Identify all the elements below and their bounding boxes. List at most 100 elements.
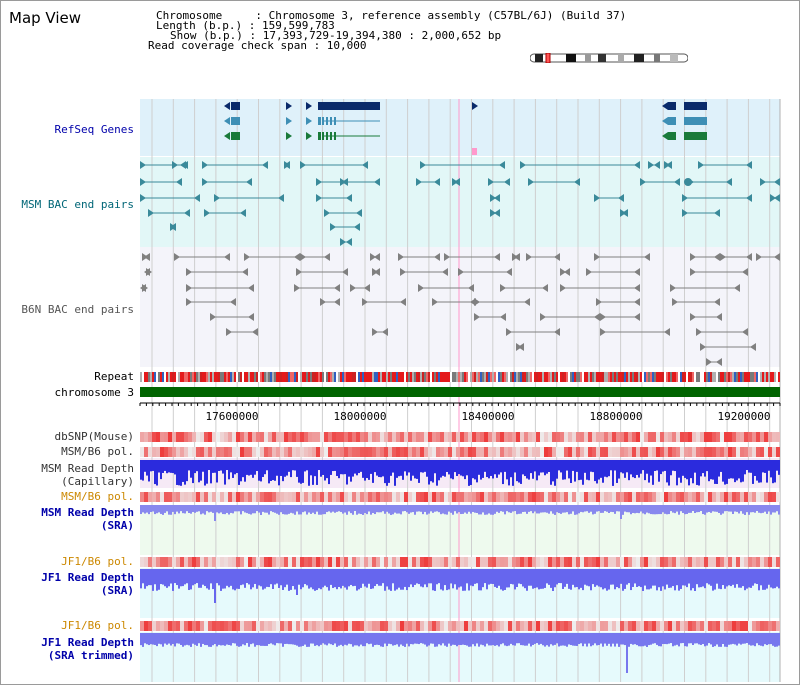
dbsnp-cell [504,432,508,442]
jf1-b6-pol-cell [312,557,316,567]
jf1-depth-sra-bar [486,569,488,590]
jf1-depth-trim-bar [704,633,706,647]
dbsnp-cell [256,432,260,442]
msm-bac-track-label[interactable]: MSM BAC end pairs [21,198,134,211]
jf1-depth-sra-bar [452,569,454,589]
chromosome-bar [140,387,780,397]
jf1-b6-pol2-cell [148,621,152,631]
jf1-b6-pol2-cell [508,621,512,631]
b6n-bac-track-label[interactable]: B6N BAC end pairs [21,303,134,316]
msm-b6-pol-cell [704,447,708,457]
repeat-segment [322,372,324,382]
repeat-segment [412,372,414,382]
repeat-segment [562,372,564,382]
msm-depth-sra-bar [698,505,700,513]
msm-depth-cap-bar [756,460,758,481]
msm-b6-pol2-cell [416,492,420,502]
jf1-b6-pol-cell [776,557,780,567]
msm-depth-cap-bar [400,460,402,476]
jf1-b6-pol2-cell [272,621,276,631]
jf1-b6-pol-cell [712,557,716,567]
msm-depth-cap-bar [472,460,474,479]
msm-b6-pol-cell [676,447,680,457]
dbsnp-cell [272,432,276,442]
repeat-segment [676,372,678,382]
msm-depth-sra-bar [506,505,508,512]
msm-depth-cap-bar [352,460,354,477]
repeat-segment [678,372,680,382]
msm-depth-cap-bar [554,460,556,486]
jf1-depth-trim-bar [208,633,210,647]
jf1-b6-pol2-cell [588,621,592,631]
msm-bac-pair-end [622,209,628,217]
msm-depth-cap-bar [598,460,600,480]
refseq-track-label[interactable]: RefSeq Genes [54,123,134,136]
jf1-depth-trim-bar [302,633,304,646]
jf1-depth-trim-bar [466,633,468,646]
msm-bac-pair-end [490,194,496,202]
repeat-segment [758,372,760,382]
msm-b6-pol-cell [440,447,444,457]
msm-b6-pol-cell [468,447,472,457]
msm-depth-cap-bar [160,460,162,480]
jf1-depth-sra-bar [754,569,756,584]
jf1-depth-trim-bar [596,633,598,646]
msm-b6-pol2-cell [316,492,320,502]
repeat-segment [208,372,210,382]
jf1-depth-sra-bar [164,569,166,587]
dbsnp-cell [384,432,388,442]
msm-depth-cap-bar [580,460,582,480]
msm-bac-pair-end [140,194,146,202]
msm-depth-sra-bar [558,505,560,514]
jf1-b6-pol2-cell [284,621,288,631]
jf1-b6-pol-cell [432,557,436,567]
jf1-depth-sra-bar [246,569,248,584]
msm-depth-sra-bar [420,505,422,512]
repeat-segment [666,372,668,382]
repeat-segment [608,372,610,382]
dbsnp-cell [316,432,320,442]
jf1-b6-pol2-cell [276,621,280,631]
jf1-b6-pol-cell [748,557,752,567]
jf1-b6-pol2-cell [380,621,384,631]
msm-depth-sra-bar [450,505,452,513]
msm-depth-sra-bar [244,505,246,513]
dbsnp-cell [512,432,516,442]
msm-depth-cap-bar [624,460,626,478]
msm-depth-cap-bar [370,460,372,474]
repeat-segment [360,372,362,382]
repeat-segment [344,372,346,382]
msm-b6-pol-cell [632,447,636,457]
msm-depth-sra-bar [510,505,512,513]
msm-depth-sra-bar [662,505,664,513]
chromosome-ideogram[interactable] [530,53,688,63]
b6n-bac-pair-end [524,298,530,306]
jf1-b6-pol2-cell [552,621,556,631]
msm-b6-pol-cell [740,447,744,457]
jf1-b6-pol2-cell [676,621,680,631]
jf1-depth-sra-bar [342,569,344,586]
jf1-depth-sra-bar [174,569,176,584]
msm-depth-sra-bar [286,505,288,515]
jf1-b6-pol2-cell [168,621,172,631]
jf1-depth-sra-bar [764,569,766,590]
repeat-segment [320,372,322,382]
msm-depth-cap-bar [636,460,638,475]
b6n-bac-pair-end [294,253,300,261]
msm-depth-cap-bar [238,460,240,485]
msm-depth-cap-bar [362,460,364,478]
msm-depth-sra-bar [684,505,686,515]
msm-depth-cap-bar [484,460,486,472]
b6n-bac-pair-end [518,343,524,351]
jf1-depth-sra-bar [736,569,738,585]
refseq-gene-marker [224,132,230,140]
jf1-depth-trim-bar [690,633,692,644]
dbsnp-cell [400,432,404,442]
jf1-b6-pol-cell [672,557,676,567]
msm-depth-cap-bar [730,460,732,479]
msm-depth-cap-bar [302,460,304,483]
jf1-b6-pol-cell [256,557,260,567]
repeat-segment [184,372,186,382]
jf1-b6-pol-cell [772,557,776,567]
